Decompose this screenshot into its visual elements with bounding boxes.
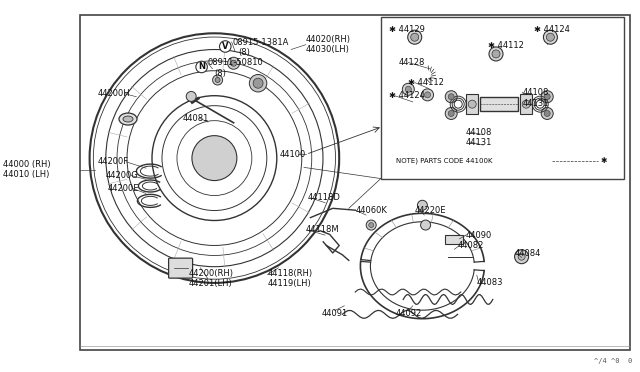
Text: 44131: 44131 [522, 99, 548, 108]
Text: 44118(RH): 44118(RH) [268, 269, 313, 278]
Text: 44100: 44100 [280, 150, 306, 159]
Text: 44118D: 44118D [307, 193, 340, 202]
Circle shape [489, 47, 503, 61]
Circle shape [422, 89, 433, 101]
Text: 44083: 44083 [477, 278, 503, 287]
Bar [80, 15, 630, 350]
Circle shape [212, 75, 223, 85]
Bar [520, 94, 532, 114]
Ellipse shape [119, 113, 137, 125]
Text: V: V [222, 42, 228, 51]
Text: 44081: 44081 [183, 114, 209, 123]
Text: 44030(LH): 44030(LH) [306, 45, 350, 54]
Text: (8): (8) [214, 69, 227, 78]
Circle shape [543, 30, 557, 44]
Text: 44200F: 44200F [98, 157, 129, 166]
Text: (8): (8) [239, 48, 251, 57]
Circle shape [405, 86, 412, 92]
Circle shape [515, 250, 529, 264]
Circle shape [544, 110, 550, 116]
Circle shape [417, 200, 428, 210]
Circle shape [192, 136, 237, 180]
Text: N: N [198, 62, 205, 71]
Circle shape [369, 222, 374, 228]
Text: 44010 (LH): 44010 (LH) [3, 170, 49, 179]
Circle shape [445, 91, 457, 103]
Bar [381, 17, 624, 179]
Text: 44200(RH): 44200(RH) [189, 269, 234, 278]
Circle shape [448, 110, 454, 116]
Text: ✱ 44124: ✱ 44124 [534, 25, 570, 33]
Text: 08915-1381A: 08915-1381A [232, 38, 289, 46]
Circle shape [215, 77, 220, 83]
Circle shape [522, 100, 530, 108]
Text: 44118M: 44118M [305, 225, 339, 234]
Text: 44220E: 44220E [415, 206, 446, 215]
Circle shape [186, 92, 196, 102]
Text: 44091: 44091 [321, 309, 348, 318]
Circle shape [468, 100, 476, 108]
Text: ✱ 44129: ✱ 44129 [389, 25, 425, 33]
Circle shape [228, 57, 239, 69]
Text: 44000 (RH): 44000 (RH) [3, 160, 51, 169]
FancyBboxPatch shape [168, 258, 193, 278]
Text: 44200H: 44200H [98, 89, 131, 98]
Text: ^/4 ^0  0: ^/4 ^0 0 [594, 358, 632, 364]
Text: 44060K: 44060K [355, 206, 387, 215]
Text: 44201(LH): 44201(LH) [189, 279, 232, 288]
Text: 44108: 44108 [466, 128, 492, 137]
Text: 44128: 44128 [399, 58, 425, 67]
Bar [466, 94, 478, 114]
Circle shape [445, 108, 457, 119]
Text: 44131: 44131 [466, 138, 492, 147]
Circle shape [411, 33, 419, 41]
Text: 44084: 44084 [515, 249, 541, 258]
Circle shape [230, 60, 237, 66]
Text: ✱: ✱ [600, 156, 607, 165]
Circle shape [408, 30, 422, 44]
Ellipse shape [123, 116, 133, 122]
Text: 08911-50810: 08911-50810 [208, 58, 264, 67]
Text: 44200G: 44200G [106, 171, 138, 180]
Text: 44119(LH): 44119(LH) [268, 279, 311, 288]
Text: 44082: 44082 [458, 241, 484, 250]
Circle shape [518, 253, 525, 260]
Circle shape [366, 220, 376, 230]
Circle shape [541, 108, 553, 119]
Text: 44108: 44108 [522, 88, 548, 97]
Text: 44092: 44092 [395, 309, 422, 318]
Circle shape [424, 92, 431, 98]
Text: ✱ 44112: ✱ 44112 [488, 41, 524, 50]
Circle shape [253, 78, 263, 88]
Bar [480, 97, 518, 111]
Circle shape [420, 220, 431, 230]
Circle shape [541, 91, 553, 103]
Text: 44020(RH): 44020(RH) [306, 35, 351, 44]
Text: ✱ 44124: ✱ 44124 [389, 92, 425, 100]
Text: 44200E: 44200E [108, 184, 139, 193]
Circle shape [403, 83, 414, 95]
Circle shape [448, 94, 454, 100]
Circle shape [492, 50, 500, 58]
Bar [445, 235, 463, 244]
Circle shape [547, 33, 554, 41]
Circle shape [250, 74, 267, 92]
Text: ✱ 44112: ✱ 44112 [408, 78, 444, 87]
Text: 44090: 44090 [466, 231, 492, 240]
Circle shape [544, 94, 550, 100]
Text: NOTE) PARTS CODE 44100K: NOTE) PARTS CODE 44100K [396, 157, 492, 164]
